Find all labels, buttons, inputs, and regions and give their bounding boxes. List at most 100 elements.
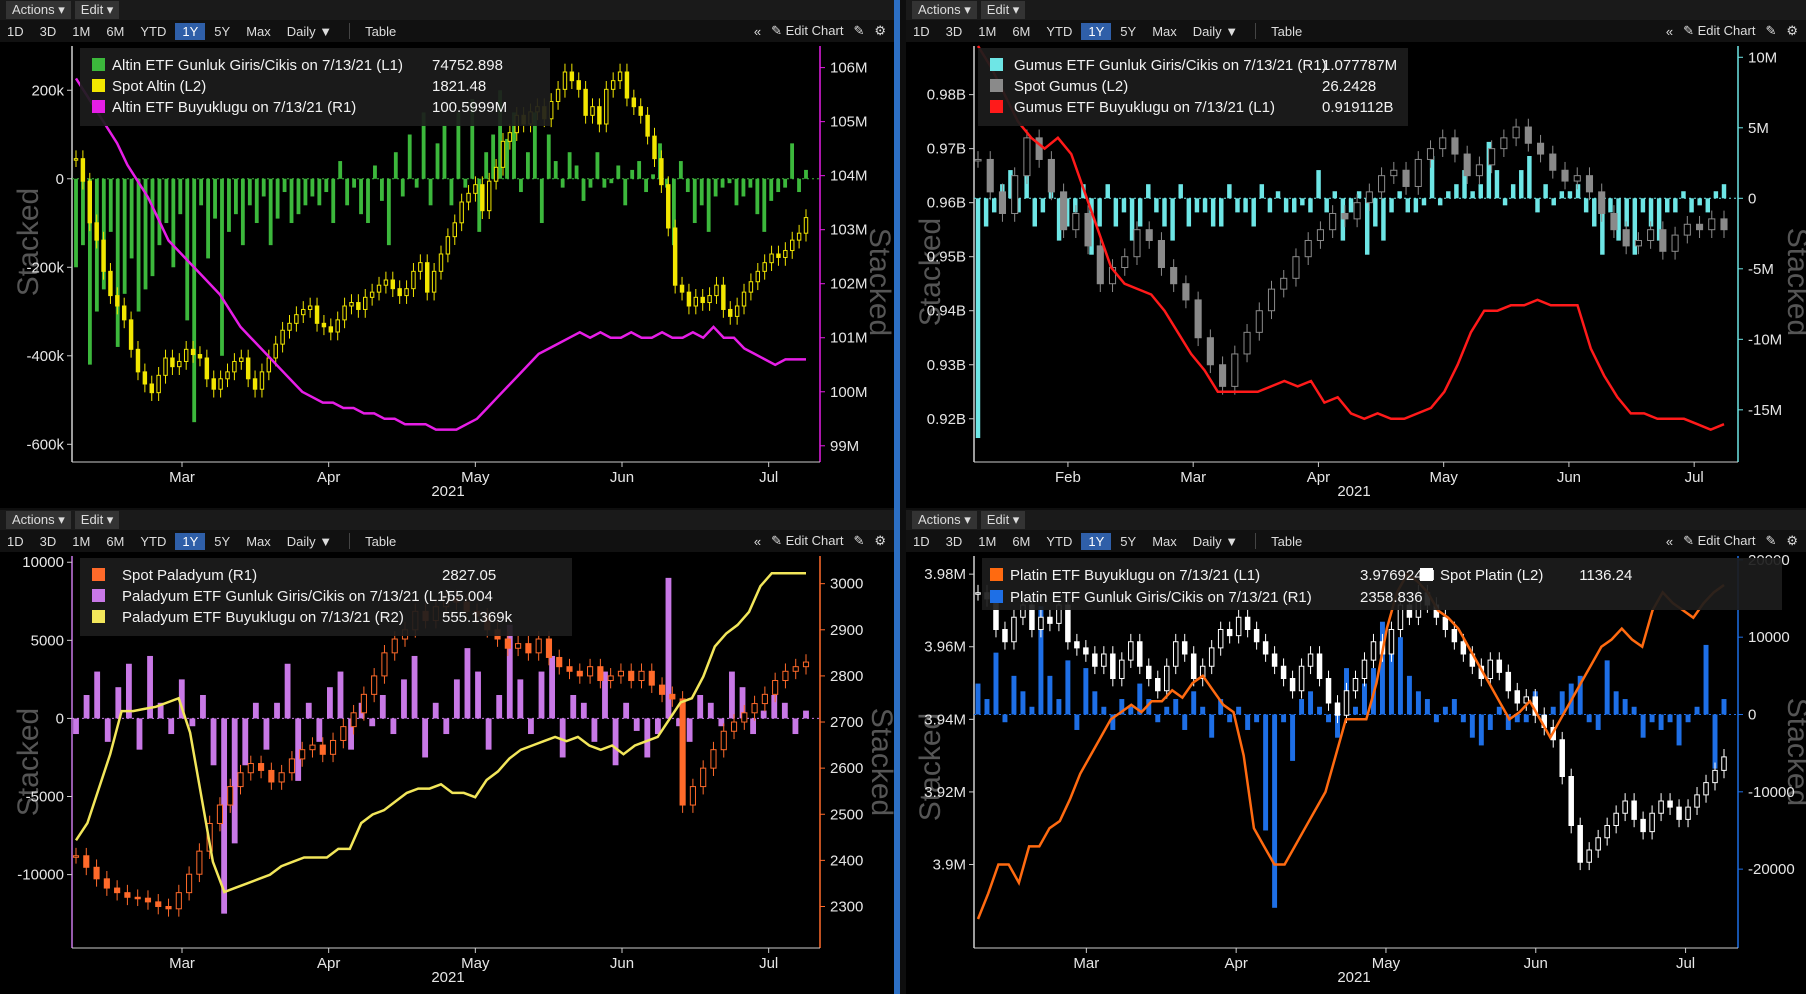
actions-menu[interactable]: Actions ▾: [6, 1, 71, 19]
range-button-6m[interactable]: 6M: [1012, 23, 1031, 39]
edit-menu[interactable]: Edit ▾: [980, 1, 1026, 19]
range-button-ytd[interactable]: YTD: [1046, 533, 1073, 549]
table-button[interactable]: Table: [1271, 533, 1303, 549]
flow-bar: [284, 663, 291, 719]
candle-body: [714, 284, 719, 297]
collapse-icon[interactable]: «: [753, 23, 762, 39]
actions-menu[interactable]: Actions ▾: [912, 511, 977, 529]
range-button-6m[interactable]: 6M: [1012, 533, 1031, 549]
stacked-watermark-left: Stacked: [12, 708, 45, 816]
edit-icon[interactable]: ✎: [853, 23, 865, 38]
flow-bar: [200, 694, 206, 719]
flow-bar: [769, 178, 774, 201]
candle-body: [1170, 267, 1178, 285]
flow-bar: [602, 178, 607, 188]
range-button-5y[interactable]: 5Y: [214, 23, 231, 39]
right-axis-tick-label: 100M: [830, 384, 868, 401]
flow-bar: [1721, 699, 1727, 715]
candle-body: [404, 288, 409, 297]
gear-icon[interactable]: ⚙: [1786, 533, 1798, 548]
range-button-max[interactable]: Max: [246, 533, 271, 549]
table-button[interactable]: Table: [365, 23, 397, 39]
range-button-3d[interactable]: 3D: [945, 23, 963, 39]
range-button-3d[interactable]: 3D: [39, 23, 57, 39]
actions-menu[interactable]: Actions ▾: [6, 511, 71, 529]
range-button-1y[interactable]: 1Y: [1081, 22, 1112, 40]
table-button[interactable]: Table: [1271, 23, 1303, 39]
range-button-3d[interactable]: 3D: [39, 533, 57, 549]
range-button-1d[interactable]: 1D: [913, 23, 930, 39]
legend-box[interactable]: [80, 48, 550, 126]
range-button-1d[interactable]: 1D: [7, 23, 24, 39]
flow-bar: [407, 134, 412, 179]
flow-bar: [1101, 706, 1107, 715]
flow-bar: [707, 702, 714, 719]
flow-bar: [1324, 198, 1329, 213]
gear-icon[interactable]: ⚙: [874, 23, 886, 38]
range-button-ytd[interactable]: YTD: [140, 533, 167, 549]
candle-body: [493, 166, 499, 182]
range-button-3d[interactable]: 3D: [945, 533, 963, 549]
candle-body: [500, 140, 506, 168]
range-button-6m[interactable]: 6M: [106, 533, 125, 549]
flow-bar: [136, 178, 141, 312]
panel-divider[interactable]: [894, 0, 900, 994]
candle-body: [755, 270, 761, 283]
range-button-max[interactable]: Max: [1152, 533, 1177, 549]
range-button-ytd[interactable]: YTD: [140, 23, 167, 39]
frequency-select[interactable]: Daily ▼: [286, 23, 333, 39]
edit-icon[interactable]: ✎: [1765, 23, 1777, 38]
range-button-max[interactable]: Max: [246, 23, 271, 39]
frequency-select[interactable]: Daily ▼: [1192, 533, 1239, 549]
actions-menu[interactable]: Actions ▾: [912, 1, 977, 19]
edit-menu[interactable]: Edit ▾: [980, 511, 1026, 529]
range-button-ytd[interactable]: YTD: [1046, 23, 1073, 39]
edit-menu[interactable]: Edit ▾: [74, 1, 120, 19]
range-button-max[interactable]: Max: [1152, 23, 1177, 39]
chart-canvas[interactable]: Stacked Stacked 10000 5000 0 -5000 -10000 3000 2…: [0, 552, 894, 994]
range-button-1y[interactable]: 1Y: [175, 532, 206, 550]
range-button-5y[interactable]: 5Y: [1120, 23, 1137, 39]
edit-chart-button[interactable]: ✎ Edit Chart: [1683, 23, 1755, 39]
edit-icon[interactable]: ✎: [1765, 533, 1777, 548]
chart-canvas[interactable]: Stacked Stacked 200k 0 -200k -400k -600k 106M 10…: [0, 42, 894, 508]
flow-bar: [975, 683, 981, 715]
range-button-6m[interactable]: 6M: [106, 23, 125, 39]
flow-bar: [748, 178, 753, 188]
range-button-1m[interactable]: 1M: [72, 533, 91, 549]
range-button-1y[interactable]: 1Y: [175, 22, 206, 40]
collapse-icon[interactable]: «: [1665, 23, 1674, 39]
edit-chart-button[interactable]: ✎ Edit Chart: [771, 533, 843, 549]
legend-box[interactable]: [982, 558, 1782, 610]
x-axis-tick-label: Mar: [1180, 469, 1206, 486]
chart-canvas[interactable]: Stacked Stacked 3.98M 3.96M 3.94M 3.92M 3.9M 20…: [906, 552, 1806, 994]
range-button-1d[interactable]: 1D: [913, 533, 930, 549]
gear-icon[interactable]: ⚙: [874, 533, 886, 548]
range-button-1d[interactable]: 1D: [7, 533, 24, 549]
candle-body: [1460, 641, 1467, 655]
edit-chart-button[interactable]: ✎ Edit Chart: [771, 23, 843, 39]
range-button-1y[interactable]: 1Y: [1081, 532, 1112, 550]
frequency-select[interactable]: Daily ▼: [1192, 23, 1239, 39]
range-button-5y[interactable]: 5Y: [214, 533, 231, 549]
range-button-1m[interactable]: 1M: [72, 23, 91, 39]
candle-body: [73, 158, 79, 161]
left-axis-tick-label: -600k: [26, 436, 64, 453]
edit-icon[interactable]: ✎: [853, 533, 865, 548]
range-button-1m[interactable]: 1M: [978, 533, 997, 549]
edit-menu[interactable]: Edit ▾: [74, 511, 120, 529]
frequency-select[interactable]: Daily ▼: [286, 533, 333, 549]
gear-icon[interactable]: ⚙: [1786, 23, 1798, 38]
candle-body: [1683, 223, 1691, 236]
collapse-icon[interactable]: «: [1665, 533, 1674, 549]
chart-canvas[interactable]: Stacked Stacked 0.98B 0.97B 0.96B 0.95B 0.94B 0…: [906, 42, 1806, 508]
flow-bar: [1543, 184, 1548, 199]
edit-chart-button[interactable]: ✎ Edit Chart: [1683, 533, 1755, 549]
table-button[interactable]: Table: [365, 533, 397, 549]
collapse-icon[interactable]: «: [753, 533, 762, 549]
legend-box[interactable]: [80, 558, 572, 636]
range-button-1m[interactable]: 1M: [978, 23, 997, 39]
candle-body: [1721, 756, 1727, 771]
range-button-5y[interactable]: 5Y: [1120, 533, 1137, 549]
legend-box[interactable]: [978, 48, 1408, 126]
